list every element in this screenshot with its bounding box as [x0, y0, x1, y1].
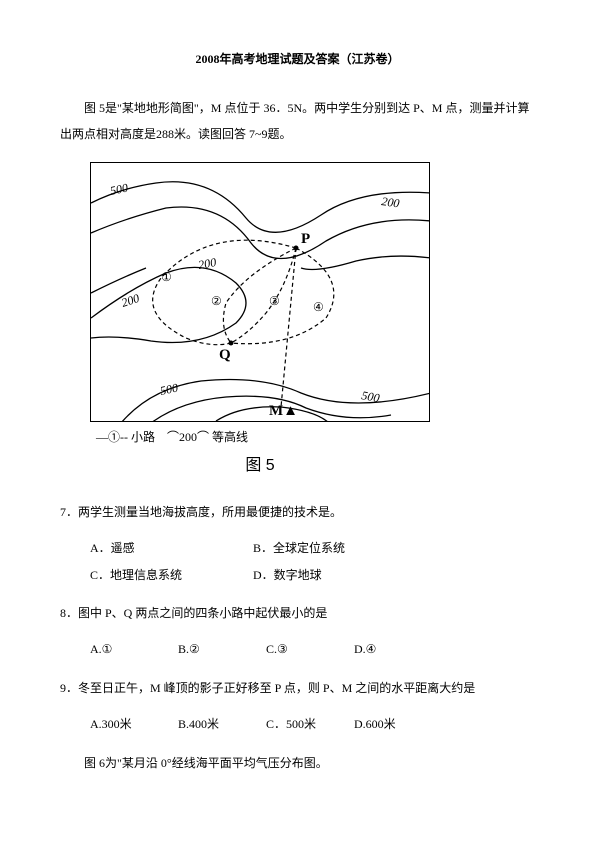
label-c1: ① [161, 270, 172, 284]
q8-stem: 8．图中 P、Q 两点之间的四条小路中起伏最小的是 [60, 600, 535, 626]
q9-stem: 9．冬至日正午，M 峰顶的影子正好移至 P 点，则 P、M 之间的水平距离大约是 [60, 675, 535, 701]
label-500a: 500 [109, 180, 130, 197]
figure-caption: 图 5 [90, 451, 430, 475]
q7-options: A．遥感 B．全球定位系统 C．地理信息系统 D．数字地球 [90, 535, 535, 588]
label-200b: 200 [197, 255, 217, 272]
label-p: P [301, 231, 310, 247]
q8-opt-d: D.④ [354, 636, 439, 662]
label-q: Q [219, 347, 231, 363]
q7-stem: 7．两学生测量当地海拔高度，所用最便捷的技术是。 [60, 499, 535, 525]
intro-text: 图 5是"某地地形简图"，M 点位于 36．5N。两中学生分别到达 P、M 点，… [60, 95, 535, 148]
q7-opt-b: B．全球定位系统 [253, 535, 413, 561]
label-c3: ③ [269, 294, 280, 308]
q8-opt-b: B.② [178, 636, 263, 662]
q8-opt-c: C.③ [266, 636, 351, 662]
label-200a: 200 [120, 291, 141, 310]
q9-opt-d: D.600米 [354, 711, 439, 737]
contour-map-svg: P Q M▲ ① ② ③ ④ 500 200 200 200 500 500 [91, 163, 430, 422]
figure-legend: —①-- 小路 ⌒200⌒ 等高线 [96, 428, 535, 445]
q9-opt-a: A.300米 [90, 711, 175, 737]
q7-opt-d: D．数字地球 [253, 562, 413, 588]
label-c4: ④ [313, 300, 324, 314]
label-m: M▲ [269, 403, 298, 419]
topographic-figure: P Q M▲ ① ② ③ ④ 500 200 200 200 500 500 [90, 162, 430, 422]
q8-options: A.① B.② C.③ D.④ [90, 636, 535, 662]
footer-note: 图 6为"某月沿 0°经线海平面平均气压分布图。 [60, 750, 535, 776]
q8-opt-a: A.① [90, 636, 175, 662]
label-c2: ② [211, 294, 222, 308]
label-500b: 500 [159, 380, 180, 397]
label-200c: 200 [381, 194, 401, 210]
q9-options: A.300米 B.400米 C．500米 D.600米 [90, 711, 535, 737]
page-header: 2008年高考地理试题及答案（江苏卷） [60, 50, 535, 67]
q7-opt-a: A．遥感 [90, 535, 250, 561]
q9-opt-c: C．500米 [266, 711, 351, 737]
q9-opt-b: B.400米 [178, 711, 263, 737]
q7-opt-c: C．地理信息系统 [90, 562, 250, 588]
